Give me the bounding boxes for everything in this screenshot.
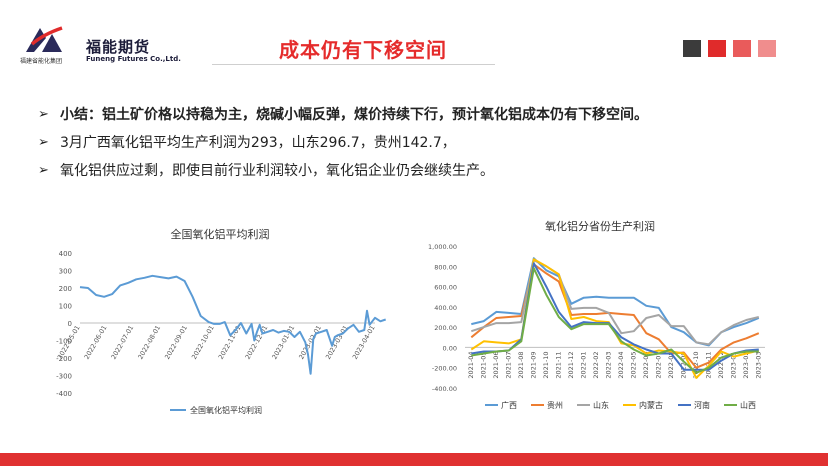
series-line: [470, 259, 760, 346]
x-tick-label: 2022-05: [630, 351, 638, 378]
x-tick-label: 2022-07: [655, 351, 663, 378]
x-tick-label: 2022-08: [667, 351, 675, 378]
y-tick-label: 100: [59, 303, 72, 311]
y-tick-label: 600.00: [434, 284, 457, 292]
arrow-bullet-icon: ➢: [38, 134, 49, 150]
series-line: [470, 258, 760, 379]
x-tick-label: 2023-02-01: [297, 324, 323, 361]
x-tick-label: 2022-02: [592, 351, 600, 378]
y-tick-label: 300: [59, 268, 72, 276]
x-tick-label: 2022-03: [605, 351, 613, 378]
x-tick-label: 2021-10: [542, 351, 550, 378]
x-tick-label: 2023-01: [730, 351, 738, 378]
x-tick-label: 2021-11: [555, 351, 563, 378]
footer-bar: [0, 453, 828, 466]
logo-mark-icon: [26, 26, 63, 52]
bullet-item: ➢ 小结： 铝土矿价格以持稳为主，烧碱小幅反弹，煤价持续下行，预计氧化铝成本仍有…: [38, 100, 818, 128]
series-line: [470, 263, 760, 369]
y-tick-label: 200: [59, 285, 72, 293]
chart-title: 氧化铝分省份生产利润: [545, 219, 655, 233]
y-tick-label: -200.00: [432, 365, 457, 373]
logo-chinese-name: 福能期货: [86, 38, 151, 56]
series-line-national: [79, 274, 387, 375]
legend-label: 内蒙古: [639, 400, 663, 410]
y-tick-label: -100: [56, 338, 72, 346]
decor-square-1: [683, 40, 701, 57]
y-tick-label: 400: [59, 250, 72, 258]
x-tick-label: 2022-12: [717, 351, 725, 378]
legend-label: 河南: [694, 400, 710, 410]
x-tick-label: 2022-08-01: [136, 324, 162, 361]
logo-english-name: Funeng Futures Co.,Ltd.: [86, 55, 181, 63]
decor-square-3: [733, 40, 751, 57]
y-tick-label: 200.00: [434, 324, 457, 332]
bullet-text: 氧化铝供应过剩，即使目前行业利润较小，氧化铝企业仍会继续生产。: [60, 163, 494, 179]
summary-bullets: ➢ 小结： 铝土矿价格以持稳为主，烧碱小幅反弹，煤价持续下行，预计氧化铝成本仍有…: [38, 100, 818, 184]
series-line: [471, 262, 759, 371]
bullet-label: 小结：: [60, 107, 102, 123]
x-tick-label: 2021-05: [480, 351, 488, 378]
bullet-text: 3月广西氧化铝平均生产利润为293，山东296.7，贵州142.7，: [60, 135, 456, 151]
x-tick-label: 2021-12: [567, 351, 575, 378]
y-tick-label: -200: [56, 355, 72, 363]
y-tick-label: 800.00: [434, 263, 457, 271]
x-tick-label: 2022-09: [680, 351, 688, 378]
x-tick-label: 2021-07: [505, 351, 513, 378]
x-tick-label: 2021-09: [530, 351, 538, 378]
x-tick-label: 2022-06: [642, 351, 650, 378]
decor-square-4: [758, 40, 776, 57]
x-tick-label: 2022-07-01: [110, 324, 136, 361]
y-tick-label: 1,000.00: [428, 243, 457, 251]
y-tick-label: 400.00: [434, 304, 457, 312]
chart-title: 全国氧化铝平均利润: [171, 227, 270, 241]
x-tick-label: 2023-02: [742, 351, 750, 378]
bullet-text: 铝土矿价格以持稳为主，烧碱小幅反弹，煤价持续下行，预计氧化铝成本仍有下移空间。: [102, 107, 648, 123]
company-logo: 福建省能化集团 福能期货 Funeng Futures Co.,Ltd.: [12, 22, 182, 70]
title-underline: [212, 64, 495, 65]
page-title: 成本仍有下移空间: [279, 38, 447, 62]
x-tick-label: 2022-04: [617, 351, 625, 378]
x-tick-label: 2022-11-01: [217, 324, 243, 361]
legend-label: 山西: [740, 400, 756, 410]
x-tick-label: 2022-01: [580, 351, 588, 378]
x-tick-label: 2022-06-01: [83, 324, 109, 361]
x-tick-label: 2021-08: [517, 351, 525, 378]
legend-label: 山东: [593, 400, 609, 410]
national-profit-chart: 全国氧化铝平均利润 400 300 200 100 0 -100 -200 -300 -400 20…: [56, 227, 387, 415]
province-profit-chart: 氧化铝分省份生产利润 1,000.00 800.00 600.00 400.00 200.…: [428, 219, 765, 410]
y-tick-label: -400.00: [432, 385, 457, 393]
logo-subtitle: 福建省能化集团: [20, 58, 63, 65]
y-tick-label: 0.00: [443, 344, 457, 352]
arrow-bullet-icon: ➢: [38, 162, 49, 178]
y-tick-label: -300: [56, 373, 72, 381]
bullet-item: ➢ 氧化铝供应过剩，即使目前行业利润较小，氧化铝企业仍会继续生产。: [38, 156, 818, 184]
x-tick-label: 2021-04: [467, 351, 475, 378]
legend-label: 广西: [501, 400, 517, 410]
x-tick-label: 2023-03: [755, 351, 763, 378]
y-tick-label: 0: [68, 320, 72, 328]
arrow-bullet-icon: ➢: [38, 106, 49, 122]
x-tick-label: 2022-09-01: [163, 324, 189, 361]
decor-squares: [683, 40, 776, 57]
bullet-item: ➢ 3月广西氧化铝平均生产利润为293，山东296.7，贵州142.7，: [38, 128, 818, 156]
series-line: [471, 267, 759, 374]
decor-square-2: [708, 40, 726, 57]
y-tick-label: -400: [56, 390, 72, 398]
x-tick-label: 2021-06: [492, 351, 500, 378]
x-tick-label: 2022-10: [692, 351, 700, 378]
legend-label: 全国氧化铝平均利润: [190, 405, 262, 415]
x-tick-label: 2022-10-01: [190, 324, 216, 361]
legend-label: 贵州: [547, 400, 563, 410]
